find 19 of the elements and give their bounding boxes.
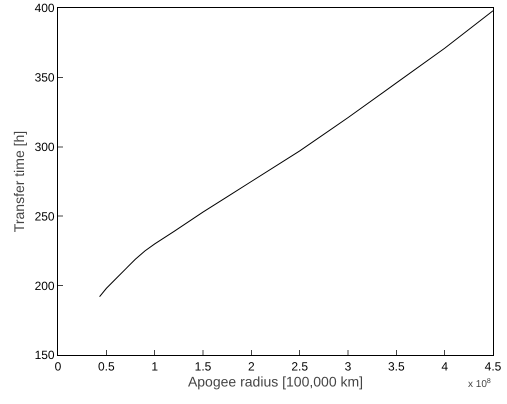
y-tick-label: 150 [34, 348, 55, 362]
y-tick-label: 200 [34, 278, 55, 293]
y-tick-label: 300 [34, 140, 55, 154]
x-tick-label: 2.5 [291, 359, 308, 374]
y-tick-label: 400 [34, 1, 55, 16]
x-tick-label: 0.5 [98, 359, 115, 374]
x-tick-label: 1.5 [194, 359, 212, 374]
x-axis-title: Apogee radius [100,000 km] [188, 374, 364, 390]
x-tick-label: 3 [344, 359, 352, 374]
y-tick-label: 350 [34, 70, 55, 85]
x-tick-label: 3.5 [388, 359, 405, 374]
text: x 10$^{8}$ [468, 378, 491, 390]
y-tick-label: 250 [34, 209, 55, 224]
x-tick-label: 4 [441, 359, 448, 374]
x-tick-label: 2 [248, 359, 255, 374]
x-tick-label: 1 [151, 359, 158, 374]
x-tick-label: 0 [54, 359, 62, 374]
y-axis-title: Transfer time [h] [11, 130, 28, 232]
x-tick-label: 4.5 [484, 359, 502, 374]
